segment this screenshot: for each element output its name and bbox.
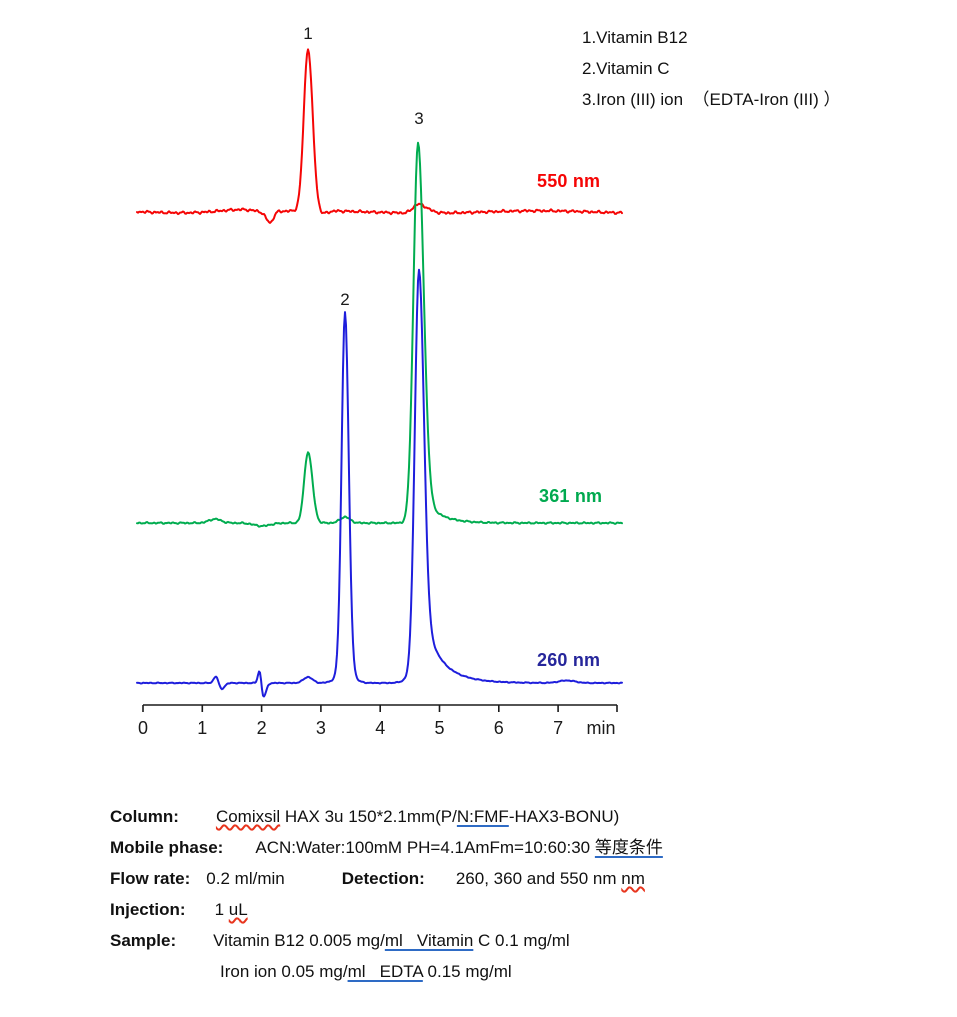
wavelength-label-550nm: 550 nm (537, 171, 601, 191)
method-block: Column: Comixsil HAX 3u 150*2.1mm(P/N:FMF… (110, 801, 663, 987)
x-tick-label: 2 (257, 718, 267, 738)
method-row-sample-1: Sample: Vitamin B12 0.005 mg/ml Vitamin C… (110, 931, 570, 950)
method-row-column: Column: Comixsil HAX 3u 150*2.1mm(P/N:FMF… (110, 807, 620, 826)
legend-item-iron-ion: 3.Iron (III) ion （EDTA-Iron (III) ） (582, 90, 841, 109)
method-row-injection: Injection: 1 uL (110, 900, 248, 919)
method-row-sample-2: Iron ion 0.05 mg/ml EDTA 0.15 mg/ml (220, 962, 512, 981)
x-tick-label: 7 (553, 718, 563, 738)
x-axis-unit-label: min (586, 718, 615, 738)
legend: 1.Vitamin B12 2.Vitamin C 3.Iron (III) i… (582, 22, 841, 115)
wavelength-label-361nm: 361 nm (539, 486, 603, 506)
wavelength-label-260nm: 260 nm (537, 650, 601, 670)
peak-label-3: 3 (414, 109, 424, 128)
x-tick-label: 3 (316, 718, 326, 738)
x-tick-label: 6 (494, 718, 504, 738)
chromatogram-plot: 0 1 2 3 4 5 6 7 min (136, 48, 623, 738)
trace-361-nm (136, 141, 623, 528)
legend-item-vitamin-b12: 1.Vitamin B12 (582, 28, 688, 47)
peak-label-1: 1 (303, 24, 313, 43)
x-tick-label: 0 (138, 718, 148, 738)
x-tick-label: 5 (434, 718, 444, 738)
method-row-flow-detection: Flow rate: 0.2 ml/min Detection: 260, 360 a… (110, 869, 645, 888)
peak-label-2: 2 (340, 290, 350, 309)
trace-260-nm (136, 268, 623, 698)
x-tick-label: 1 (197, 718, 207, 738)
x-tick-label: 4 (375, 718, 385, 738)
legend-item-vitamin-c: 2.Vitamin C (582, 59, 670, 78)
trace-550-nm (136, 48, 623, 224)
method-row-mobile-phase: Mobile phase: ACN:Water:100mM PH=4.1AmFm=… (110, 838, 663, 857)
